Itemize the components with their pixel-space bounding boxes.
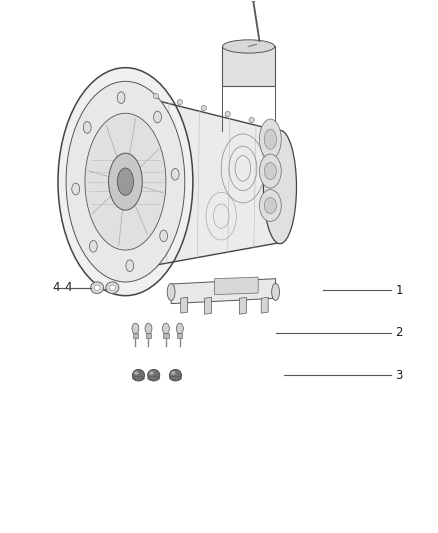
Polygon shape bbox=[171, 279, 276, 304]
Ellipse shape bbox=[85, 114, 166, 250]
Polygon shape bbox=[146, 333, 151, 338]
Ellipse shape bbox=[148, 369, 160, 381]
Ellipse shape bbox=[171, 371, 176, 375]
Ellipse shape bbox=[160, 230, 168, 242]
Polygon shape bbox=[163, 333, 169, 338]
Ellipse shape bbox=[58, 68, 193, 296]
Ellipse shape bbox=[223, 40, 275, 53]
Ellipse shape bbox=[145, 323, 152, 334]
Ellipse shape bbox=[225, 111, 230, 117]
Ellipse shape bbox=[132, 369, 145, 381]
Text: 2: 2 bbox=[395, 326, 403, 340]
Polygon shape bbox=[205, 297, 212, 314]
Polygon shape bbox=[181, 297, 187, 313]
Text: 1: 1 bbox=[395, 284, 403, 297]
Ellipse shape bbox=[259, 119, 281, 159]
Text: 4: 4 bbox=[53, 281, 60, 294]
Ellipse shape bbox=[91, 282, 104, 294]
Polygon shape bbox=[215, 277, 258, 295]
Ellipse shape bbox=[94, 285, 100, 290]
Ellipse shape bbox=[66, 82, 185, 282]
Ellipse shape bbox=[264, 198, 276, 214]
Ellipse shape bbox=[126, 260, 134, 271]
Ellipse shape bbox=[117, 92, 125, 103]
Polygon shape bbox=[261, 297, 268, 313]
Ellipse shape bbox=[201, 106, 206, 111]
Ellipse shape bbox=[109, 153, 142, 210]
Ellipse shape bbox=[72, 183, 80, 195]
Text: 3: 3 bbox=[395, 369, 403, 382]
Ellipse shape bbox=[264, 163, 276, 180]
Ellipse shape bbox=[259, 154, 281, 188]
Ellipse shape bbox=[167, 284, 175, 301]
Ellipse shape bbox=[264, 129, 276, 149]
Ellipse shape bbox=[263, 130, 297, 244]
Ellipse shape bbox=[177, 323, 184, 334]
Ellipse shape bbox=[83, 122, 91, 133]
Ellipse shape bbox=[249, 117, 254, 123]
Ellipse shape bbox=[89, 240, 97, 252]
Text: 4: 4 bbox=[64, 281, 72, 294]
Polygon shape bbox=[125, 93, 280, 271]
Ellipse shape bbox=[170, 369, 182, 381]
Ellipse shape bbox=[117, 168, 134, 195]
Ellipse shape bbox=[177, 100, 183, 104]
Ellipse shape bbox=[162, 323, 170, 334]
Polygon shape bbox=[240, 297, 247, 314]
Ellipse shape bbox=[272, 284, 279, 301]
Polygon shape bbox=[133, 333, 138, 338]
Ellipse shape bbox=[106, 282, 119, 294]
FancyBboxPatch shape bbox=[223, 46, 275, 86]
Ellipse shape bbox=[154, 111, 162, 123]
Ellipse shape bbox=[149, 371, 154, 375]
Ellipse shape bbox=[153, 93, 159, 99]
Ellipse shape bbox=[259, 190, 281, 221]
Ellipse shape bbox=[132, 323, 139, 334]
Ellipse shape bbox=[134, 371, 138, 375]
Ellipse shape bbox=[171, 168, 179, 180]
Ellipse shape bbox=[110, 285, 116, 290]
Polygon shape bbox=[177, 333, 183, 338]
